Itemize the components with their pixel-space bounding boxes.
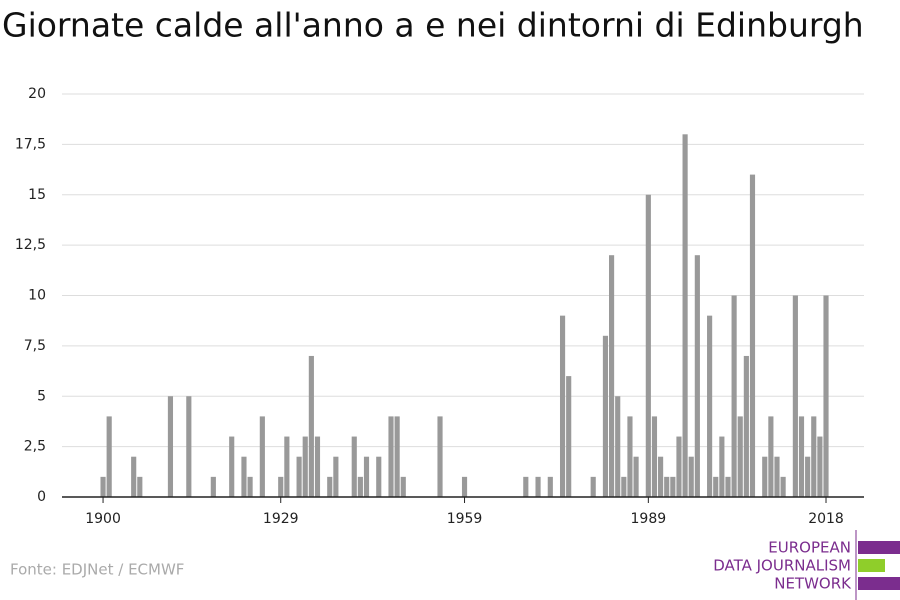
bar — [682, 134, 688, 498]
y-tick-label: 0 — [37, 489, 46, 505]
bar — [400, 476, 406, 497]
bar — [737, 416, 743, 497]
bar — [817, 436, 823, 497]
bar — [241, 456, 247, 497]
x-tick-label: 2018 — [808, 511, 844, 527]
bar — [186, 396, 192, 497]
bar — [664, 476, 670, 497]
bar — [743, 355, 749, 497]
bar — [376, 456, 382, 497]
bar — [688, 456, 694, 497]
bar — [327, 476, 333, 497]
bar — [615, 396, 621, 497]
bar — [651, 416, 658, 497]
bar — [719, 436, 725, 497]
y-tick-label: 5 — [37, 388, 46, 404]
bar — [823, 295, 829, 497]
bar — [559, 315, 566, 497]
bar — [774, 456, 780, 497]
bar — [333, 456, 339, 497]
bar — [131, 456, 137, 497]
bar — [394, 416, 400, 497]
bar — [296, 456, 302, 497]
bar — [247, 476, 253, 497]
bar — [535, 476, 541, 497]
bar — [805, 456, 811, 497]
bar — [633, 456, 639, 497]
bar — [590, 476, 596, 497]
bar — [707, 315, 713, 497]
x-tick-label: 1959 — [447, 511, 483, 527]
y-tick-label: 2,5 — [24, 439, 46, 455]
bar — [100, 476, 106, 497]
y-tick-label: 17,5 — [15, 136, 46, 152]
logo-bar — [858, 577, 900, 590]
bar — [284, 436, 290, 497]
bar — [670, 476, 676, 497]
bar — [314, 436, 321, 497]
y-tick-label: 20 — [28, 86, 46, 102]
bar — [602, 335, 609, 497]
bar — [308, 355, 314, 497]
bar — [731, 295, 737, 497]
bar — [627, 416, 633, 497]
bar — [278, 476, 284, 497]
bar — [798, 416, 805, 497]
x-tick-label: 1929 — [263, 511, 299, 527]
bar — [210, 476, 216, 497]
x-tick-label: 1900 — [85, 511, 121, 527]
bar — [547, 476, 553, 497]
bar — [357, 476, 363, 497]
chart-title: Giornate calde all'anno a e nei dintorni… — [2, 6, 864, 45]
bar — [749, 174, 756, 497]
bar — [621, 476, 627, 497]
logo-bar — [858, 541, 900, 554]
bar — [676, 436, 682, 497]
bar — [167, 396, 174, 497]
bar — [780, 476, 786, 497]
bar — [259, 416, 265, 497]
bar — [645, 194, 651, 497]
bar — [609, 255, 615, 497]
logo-text: NETWORK — [774, 575, 852, 593]
bar — [725, 476, 731, 497]
y-tick-label: 12,5 — [15, 237, 46, 253]
bar — [792, 295, 798, 497]
bar — [106, 416, 112, 497]
bar — [566, 376, 572, 497]
logo-bar — [858, 559, 885, 572]
y-tick-label: 7,5 — [24, 338, 46, 354]
bar — [461, 476, 468, 497]
bar — [694, 255, 700, 497]
bar — [713, 476, 719, 497]
y-tick-label: 15 — [28, 187, 46, 203]
bar — [388, 416, 394, 497]
bar — [762, 456, 768, 497]
bar — [658, 456, 664, 497]
bar — [363, 456, 370, 497]
bar — [523, 476, 529, 497]
source: Fonte: EDJNet / ECMWF — [10, 561, 184, 579]
bar — [768, 416, 774, 497]
bar — [351, 436, 357, 497]
bar — [811, 416, 817, 497]
bar — [302, 436, 308, 497]
y-tick-label: 10 — [28, 288, 46, 304]
bar — [437, 416, 443, 497]
logo-text: EUROPEAN — [768, 539, 851, 557]
x-tick-label: 1989 — [631, 511, 667, 527]
logo-text: DATA JOURNALISM — [713, 557, 851, 575]
bar — [137, 476, 143, 497]
bar — [229, 436, 235, 497]
